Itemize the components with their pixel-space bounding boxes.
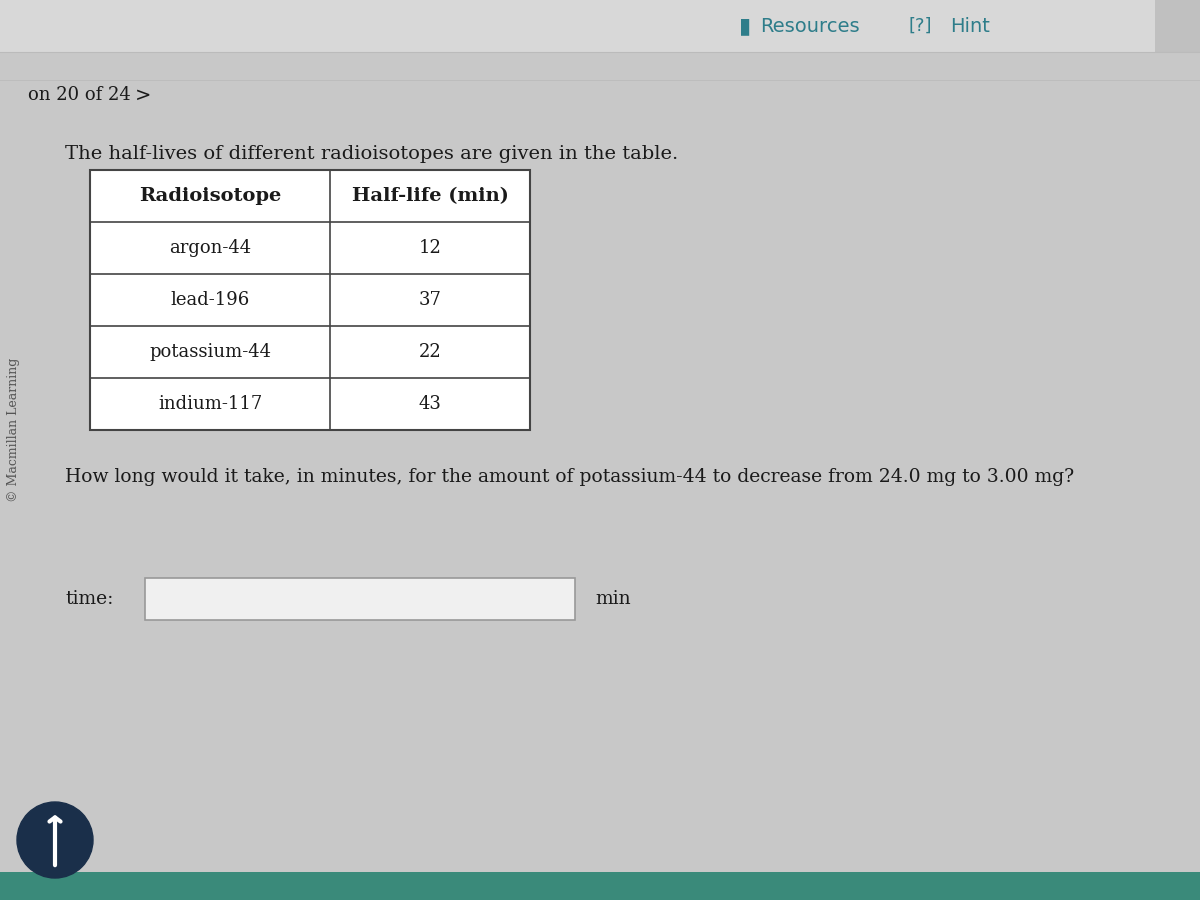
Text: potassium-44: potassium-44 [149,343,271,361]
FancyBboxPatch shape [0,0,1200,52]
FancyBboxPatch shape [145,578,575,620]
Text: min: min [595,590,631,608]
Text: 12: 12 [419,239,442,257]
Circle shape [17,802,94,878]
Text: [?]: [?] [908,17,931,35]
Text: lead-196: lead-196 [170,291,250,309]
Text: 43: 43 [419,395,442,413]
Text: Hint: Hint [950,16,990,35]
FancyBboxPatch shape [0,872,1200,900]
FancyBboxPatch shape [90,170,530,430]
Text: >: > [134,86,151,104]
FancyBboxPatch shape [1154,0,1200,52]
Text: 37: 37 [419,291,442,309]
Text: on 20 of 24: on 20 of 24 [28,86,131,104]
Text: The half-lives of different radioisotopes are given in the table.: The half-lives of different radioisotope… [65,145,678,163]
Text: Resources: Resources [760,16,859,35]
Text: Radioisotope: Radioisotope [139,187,281,205]
Text: How long would it take, in minutes, for the amount of potassium-44 to decrease f: How long would it take, in minutes, for … [65,468,1074,486]
Text: © Macmillan Learning: © Macmillan Learning [7,358,20,502]
Text: Half-life (min): Half-life (min) [352,187,509,205]
Text: time:: time: [65,590,113,608]
Text: argon-44: argon-44 [169,239,251,257]
Text: ▮: ▮ [739,16,751,36]
Text: 22: 22 [419,343,442,361]
Text: indium-117: indium-117 [158,395,262,413]
